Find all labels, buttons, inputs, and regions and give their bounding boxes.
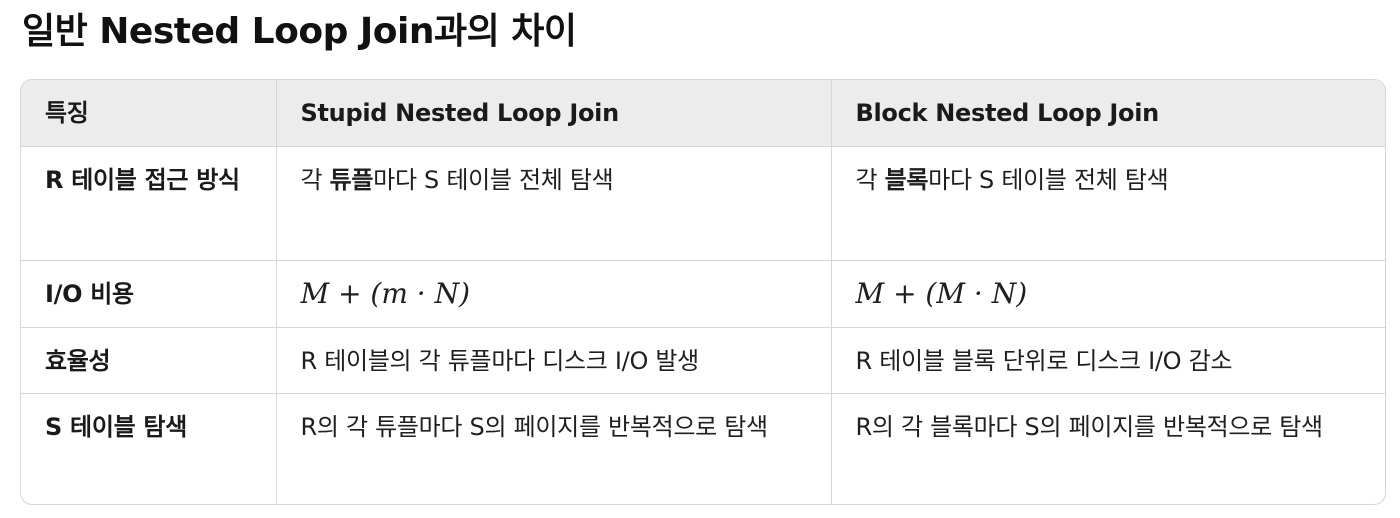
cell-text: 각 bbox=[300, 165, 330, 194]
row-label-s-table-scan: S 테이블 탐색 bbox=[21, 393, 277, 504]
cell-emphasis: 튜플 bbox=[329, 165, 374, 194]
cell-block-access-method: 각 블록마다 S 테이블 전체 탐색 bbox=[831, 146, 1385, 261]
math-formula: M + (M · N) bbox=[855, 276, 1028, 310]
cell-text: 각 bbox=[855, 165, 885, 194]
cell-block-efficiency: R 테이블 블록 단위로 디스크 I/O 감소 bbox=[831, 327, 1385, 394]
table-row: I/O 비용 M + (m · N) M + (M · N) bbox=[21, 260, 1385, 328]
cell-block-s-table-scan: R의 각 블록마다 S의 페이지를 반복적으로 탐색 bbox=[855, 412, 1324, 441]
column-header-stupid-nlj: Stupid Nested Loop Join bbox=[276, 80, 832, 147]
page-title: 일반 Nested Loop Join과의 차이 bbox=[22, 11, 577, 52]
cell-text: 마다 S 테이블 전체 탐색 bbox=[928, 165, 1169, 194]
comparison-table: 특징 Stupid Nested Loop Join Block Nested … bbox=[20, 79, 1386, 505]
row-label-io-cost: I/O 비용 bbox=[21, 260, 277, 328]
cell-emphasis: 블록 bbox=[884, 165, 929, 194]
table-row: 효율성 R 테이블의 각 튜플마다 디스크 I/O 발생 R 테이블 블록 단위… bbox=[21, 327, 1385, 394]
cell-text: 마다 S 테이블 전체 탐색 bbox=[373, 165, 614, 194]
table-row: S 테이블 탐색 R의 각 튜플마다 S의 페이지를 반복적으로 탐색 R의 각… bbox=[21, 393, 1385, 504]
math-formula: M + (m · N) bbox=[300, 276, 471, 310]
cell-stupid-io-cost: M + (m · N) bbox=[276, 260, 832, 328]
cell-stupid-s-table-scan: R의 각 튜플마다 S의 페이지를 반복적으로 탐색 bbox=[276, 393, 832, 504]
row-label-access-method: R 테이블 접근 방식 bbox=[21, 146, 277, 261]
column-header-feature: 특징 bbox=[21, 80, 277, 147]
table-header-row: 특징 Stupid Nested Loop Join Block Nested … bbox=[21, 80, 1385, 147]
cell-stupid-access-method: 각 튜플마다 S 테이블 전체 탐색 bbox=[276, 146, 832, 261]
row-label-efficiency: 효율성 bbox=[21, 327, 277, 394]
column-header-block-nlj: Block Nested Loop Join bbox=[831, 80, 1385, 147]
table-row: R 테이블 접근 방식 각 튜플마다 S 테이블 전체 탐색 각 블록마다 S … bbox=[21, 146, 1385, 261]
cell-stupid-efficiency: R 테이블의 각 튜플마다 디스크 I/O 발생 bbox=[276, 327, 832, 394]
cell-block-io-cost: M + (M · N) bbox=[831, 260, 1385, 328]
